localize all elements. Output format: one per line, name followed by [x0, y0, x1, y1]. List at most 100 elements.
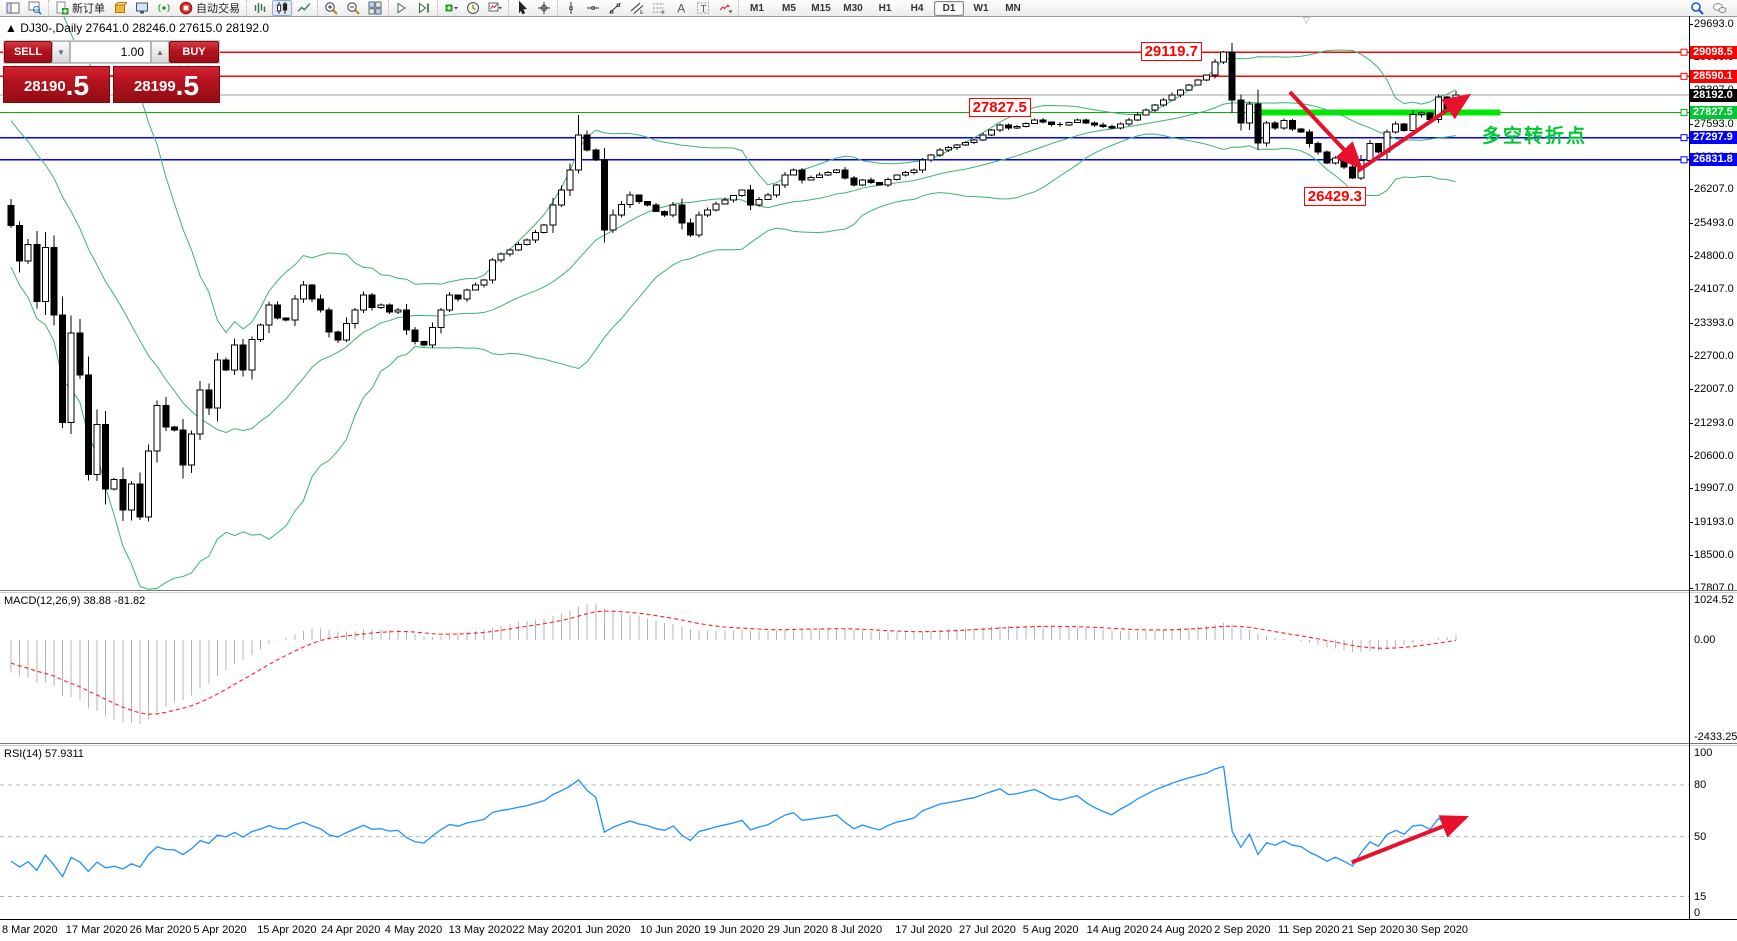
price-tick: 19193.0	[1694, 516, 1734, 529]
chat-icon[interactable]	[1709, 0, 1730, 16]
charts-panel-icon[interactable]	[3, 0, 23, 16]
candle	[523, 239, 531, 245]
candle	[231, 344, 239, 371]
svg-text:T: T	[701, 4, 707, 15]
auto-scroll-icon[interactable]	[392, 0, 412, 16]
fibonacci-icon[interactable]: F	[649, 0, 669, 16]
annotation-low-26429[interactable]: 26429.3	[1303, 186, 1367, 206]
annotation-cn-note[interactable]: 多空转折点	[1482, 126, 1588, 147]
chart-type-bars-icon[interactable]	[250, 0, 270, 16]
search-icon[interactable]	[1687, 0, 1707, 16]
sell-button[interactable]: SELL	[4, 41, 52, 63]
candle	[643, 201, 651, 206]
text-label-icon[interactable]: T	[693, 0, 713, 16]
candle	[1151, 104, 1159, 111]
candle	[1237, 99, 1245, 124]
candle	[927, 154, 935, 161]
timeframe-m5[interactable]: M5	[782, 2, 796, 14]
timeframe-d1[interactable]: D1	[934, 0, 964, 16]
metaeditor-icon[interactable]	[132, 0, 152, 16]
timeframe-m1[interactable]: M1	[750, 2, 764, 14]
candle	[575, 134, 583, 171]
chart-type-candles-icon[interactable]	[272, 0, 292, 16]
equidistant-channel-icon[interactable]: E	[627, 0, 647, 16]
text-icon[interactable]: A	[671, 0, 691, 16]
trend-line-icon[interactable]	[605, 0, 625, 16]
candle	[1245, 103, 1253, 124]
candle	[1409, 114, 1417, 131]
chart-type-line-icon[interactable]	[294, 0, 314, 16]
vertical-line-icon[interactable]	[561, 0, 581, 16]
candle	[1177, 89, 1185, 96]
price-tick-mark	[1689, 256, 1693, 258]
price-label-26831.8: 26831.8	[1690, 153, 1737, 167]
candle	[798, 169, 806, 181]
pane-separator[interactable]	[0, 590, 1737, 591]
timeframe-m15[interactable]: M15	[811, 2, 831, 14]
date-tick: 15 Apr 2020	[257, 924, 317, 936]
price-tick: 18500.0	[1694, 549, 1734, 562]
annotation-level-27827[interactable]: 27827.5	[968, 97, 1031, 117]
market-watch-icon[interactable]	[110, 0, 130, 16]
cursor-icon[interactable]	[512, 0, 532, 16]
zoom-out-icon[interactable]	[343, 0, 363, 16]
volume-input[interactable]: 1.00	[70, 41, 151, 63]
pane-separator	[0, 592, 1737, 593]
signals-icon[interactable]	[154, 0, 174, 16]
date-tick: 29 Jun 2020	[767, 924, 829, 936]
tile-windows-icon[interactable]	[365, 0, 385, 16]
date-tick: 8 Jul 2020	[831, 924, 883, 936]
price-tick-mark	[1689, 588, 1693, 590]
current-price-label: 28192.0	[1690, 88, 1737, 102]
trend-arrow[interactable]	[1356, 93, 1472, 173]
one-click-trading-panel: SELL ▼ 1.00 ▲ BUY 28190.5 28199.5	[3, 40, 220, 103]
candle	[446, 294, 454, 311]
candle	[368, 294, 376, 308]
timeframe-h1[interactable]: H1	[878, 2, 892, 14]
candle	[772, 184, 780, 196]
buy-price[interactable]: 28199.5	[113, 66, 220, 103]
timeframe-mn[interactable]: MN	[1005, 2, 1021, 14]
candle	[781, 174, 789, 186]
chart-shift-icon[interactable]	[414, 0, 434, 16]
rsi-pane	[0, 765, 1689, 898]
candle	[1022, 122, 1030, 128]
timeframe-h4[interactable]: H4	[910, 2, 924, 14]
chart-shift-marker-icon[interactable]: ▽	[1303, 15, 1310, 25]
timeframe-w1[interactable]: W1	[973, 2, 989, 14]
volume-down-button[interactable]: ▼	[52, 41, 70, 63]
new-order-icon[interactable]: 新订单	[52, 0, 108, 16]
period-selector-icon[interactable]	[463, 0, 483, 16]
candle	[824, 172, 832, 176]
candle	[1065, 121, 1073, 126]
candle	[1400, 123, 1408, 131]
macd-tick: -2433.25	[1694, 731, 1737, 743]
autotrading-icon[interactable]: 自动交易	[176, 0, 243, 16]
volume-up-button[interactable]: ▲	[151, 41, 169, 63]
arrows-icon[interactable]	[715, 0, 735, 16]
buy-button[interactable]: BUY	[169, 41, 219, 63]
sell-price[interactable]: 28190.5	[3, 66, 110, 103]
add-object-icon[interactable]	[441, 0, 461, 16]
data-window-icon[interactable]	[25, 0, 45, 16]
trend-arrow[interactable]	[1351, 815, 1469, 865]
crosshair-icon[interactable]	[534, 0, 554, 16]
pane-separator[interactable]	[0, 743, 1737, 744]
candle	[618, 203, 626, 216]
candle	[342, 323, 350, 341]
candle	[704, 209, 712, 216]
rsi-label: RSI(14) 57.9311	[4, 748, 84, 760]
zoom-in-icon[interactable]	[321, 0, 341, 16]
price-tick-mark	[1689, 189, 1693, 191]
date-tick: 24 Aug 2020	[1150, 924, 1213, 936]
price-label-29098.5: 29098.5	[1690, 45, 1737, 59]
indicators-icon[interactable]	[485, 0, 505, 16]
annotation-high-29119[interactable]: 29119.7	[1140, 42, 1202, 62]
horizontal-line-icon[interactable]	[583, 0, 603, 16]
candle	[59, 314, 67, 423]
timeframe-m30[interactable]: M30	[843, 2, 863, 14]
trend-arrow[interactable]	[1288, 90, 1364, 170]
candle	[265, 304, 273, 326]
candle	[876, 182, 884, 186]
